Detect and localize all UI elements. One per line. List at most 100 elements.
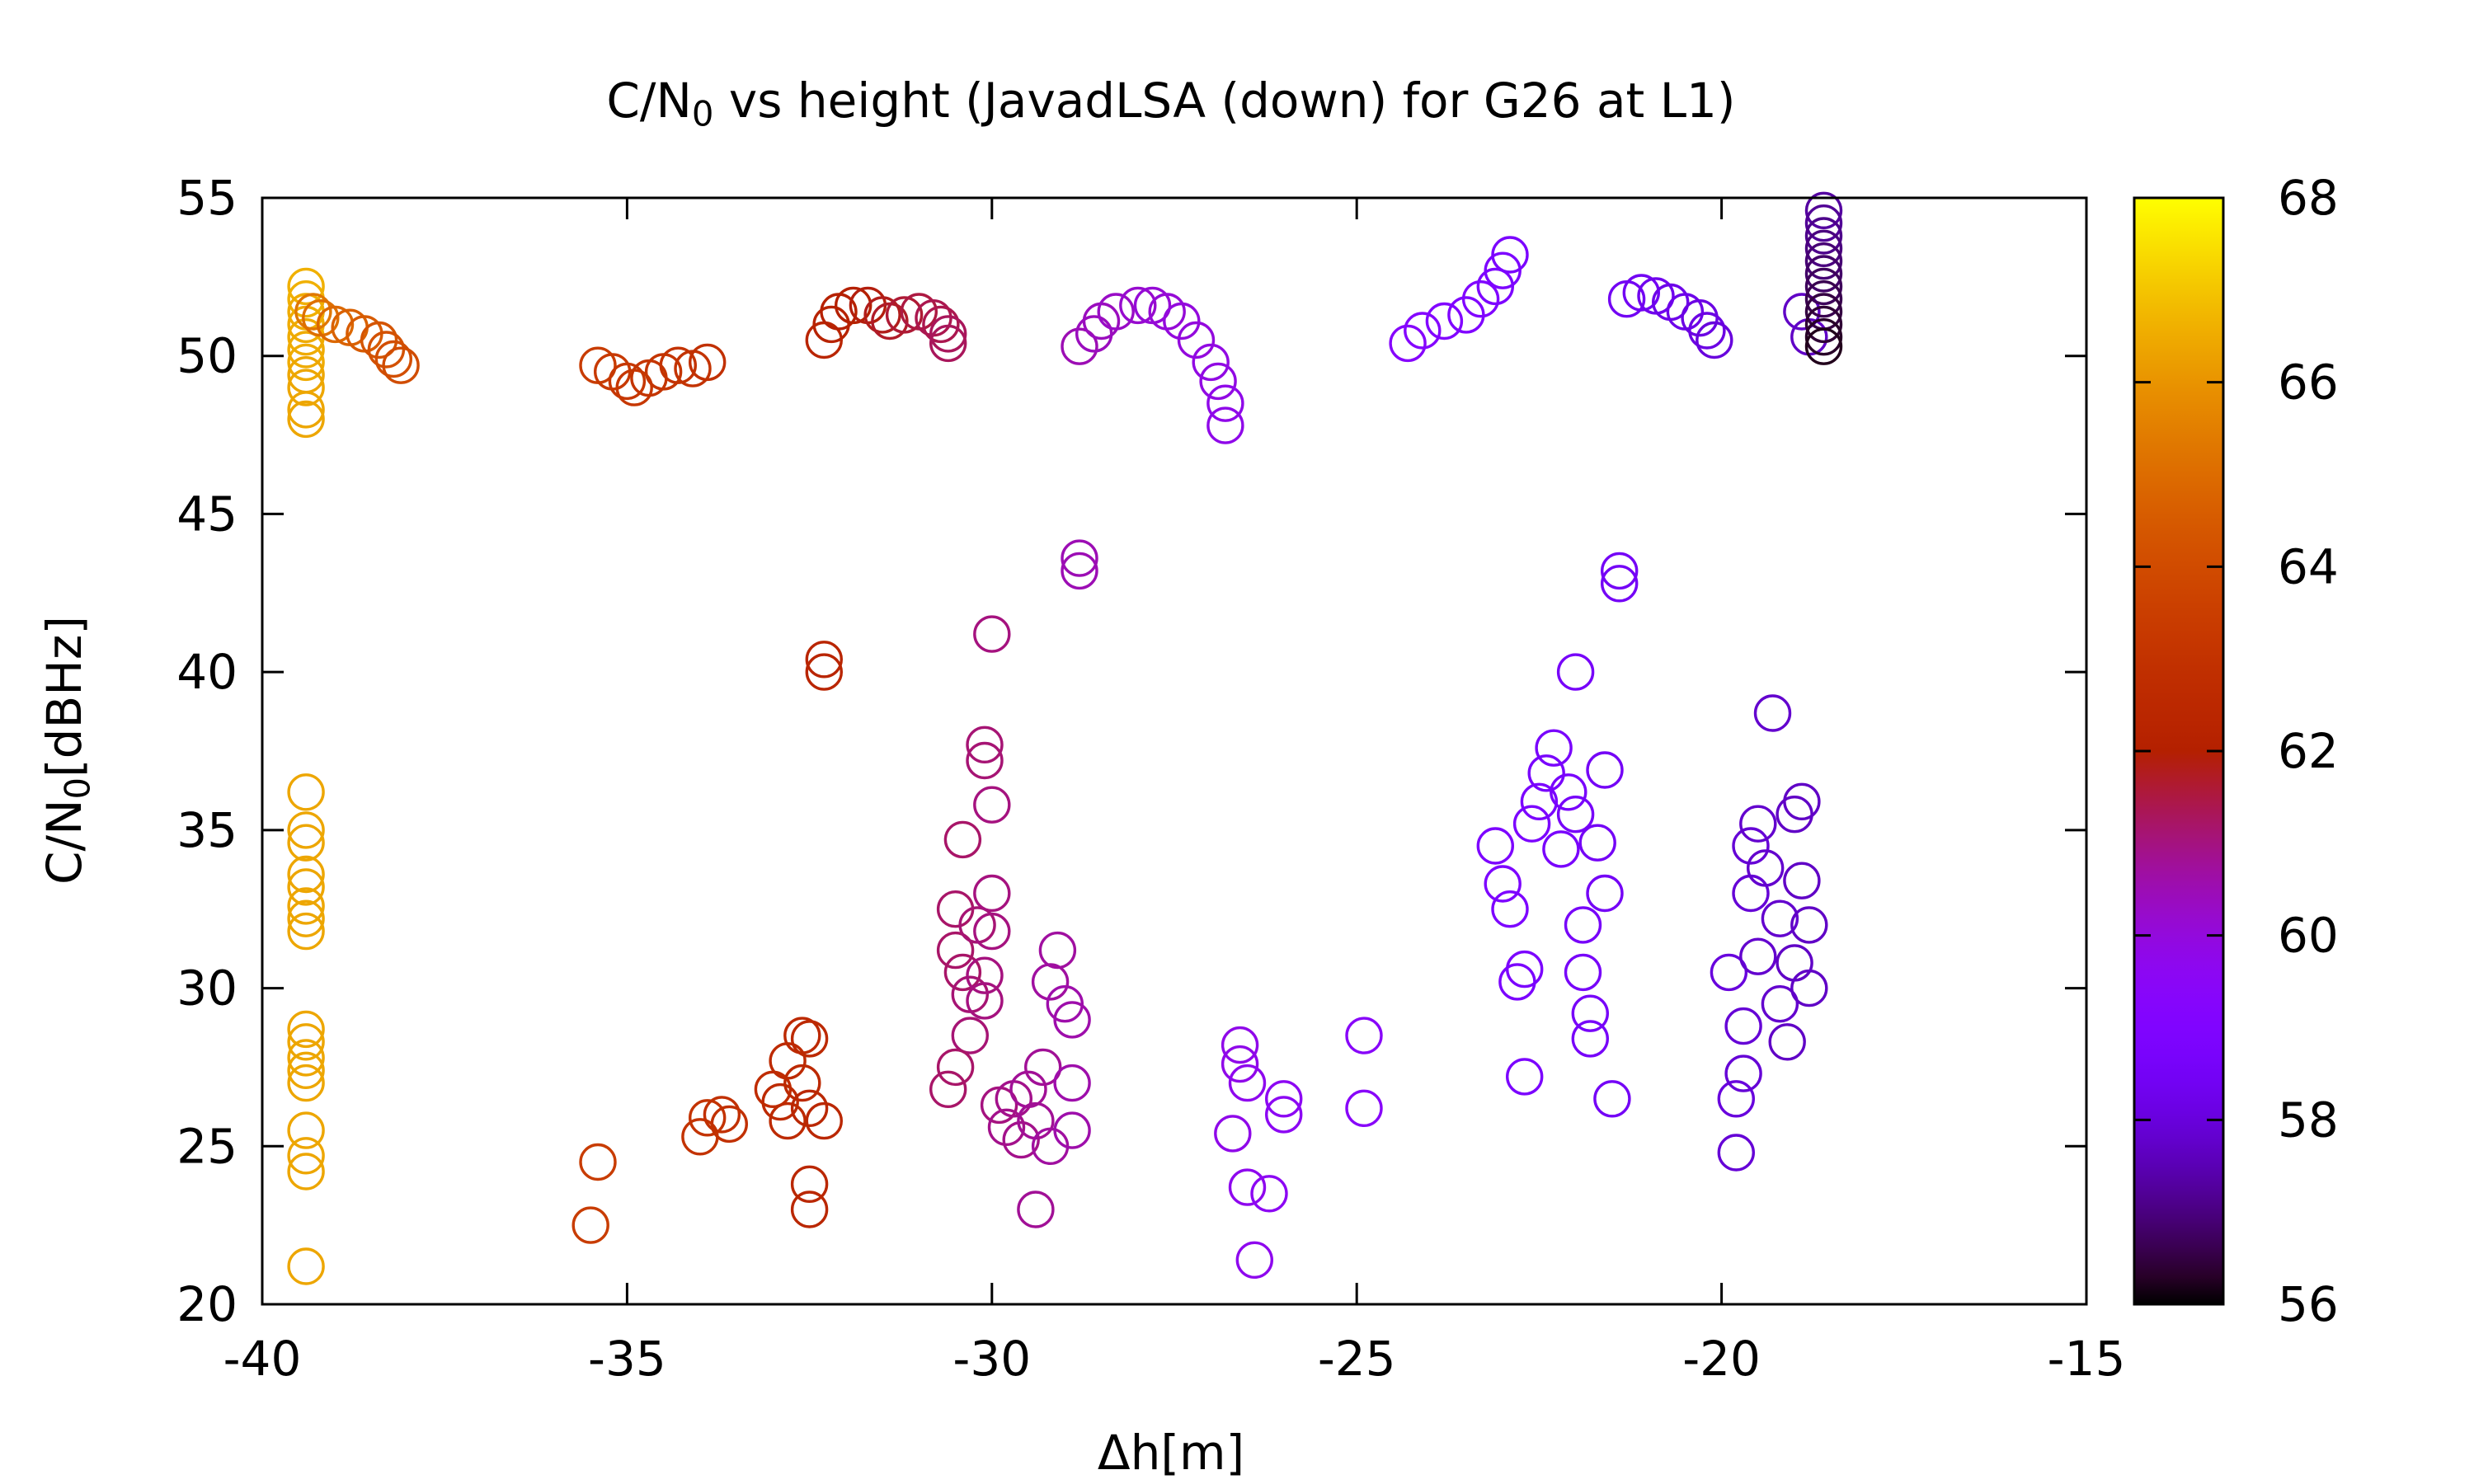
data-point	[1783, 782, 1821, 820]
data-point	[287, 855, 325, 894]
data-point	[790, 1089, 829, 1128]
data-point	[287, 331, 325, 369]
data-point	[287, 369, 325, 406]
data-point	[1761, 984, 1799, 1023]
data-point	[1586, 751, 1624, 789]
data-point	[1542, 830, 1580, 868]
colorbar-tick-label: 56	[2278, 1276, 2339, 1332]
data-point	[805, 641, 843, 679]
data-point	[1717, 1134, 1756, 1172]
data-point	[659, 346, 697, 384]
colorbar-tick-label: 68	[2278, 170, 2339, 226]
x-tick-label: -20	[1682, 1331, 1761, 1387]
data-point	[1264, 1080, 1303, 1118]
data-point	[287, 1039, 325, 1077]
data-point	[1017, 1190, 1055, 1228]
y-tick-label: 40	[176, 644, 238, 700]
x-tick-label: -25	[1318, 1331, 1396, 1387]
data-point	[1505, 950, 1544, 989]
data-point	[1600, 565, 1639, 603]
data-point	[1564, 906, 1602, 944]
data-point	[1710, 953, 1748, 992]
data-point	[1761, 899, 1799, 937]
data-point	[1075, 315, 1113, 353]
data-point	[936, 931, 975, 970]
data-point	[1250, 1175, 1288, 1213]
y-tick-label: 50	[176, 328, 238, 384]
data-point	[1053, 1064, 1091, 1102]
data-point	[1804, 267, 1843, 306]
data-point	[1804, 255, 1843, 293]
data-point	[1739, 805, 1777, 843]
data-point	[973, 874, 1011, 913]
data-point	[374, 340, 412, 378]
x-axis-label: Δh[m]	[1097, 1425, 1245, 1481]
data-point	[1505, 1058, 1544, 1096]
data-point	[929, 324, 967, 363]
data-point	[287, 343, 325, 382]
data-point	[1571, 1020, 1610, 1058]
data-point	[936, 1048, 975, 1087]
y-tick-label: 25	[176, 1118, 238, 1174]
y-tick-label: 45	[176, 486, 238, 542]
data-point	[790, 1165, 829, 1204]
data-point	[966, 741, 1004, 780]
data-point	[761, 1082, 799, 1121]
data-point	[1571, 994, 1610, 1032]
data-point	[943, 953, 982, 992]
data-point	[1564, 953, 1602, 992]
data-point	[1214, 1115, 1252, 1153]
data-point	[922, 305, 960, 344]
data-point	[1717, 1080, 1756, 1118]
data-point	[783, 1017, 821, 1054]
data-point	[1491, 890, 1529, 928]
data-point	[1221, 1026, 1259, 1064]
data-point	[1688, 312, 1726, 350]
data-point	[1535, 729, 1573, 767]
colorbar-tick-label: 60	[2278, 908, 2339, 964]
data-point	[1527, 754, 1565, 792]
data-point	[1520, 782, 1559, 820]
data-point	[973, 786, 1011, 824]
data-point	[1512, 805, 1551, 843]
data-point	[1732, 874, 1770, 913]
colorbar-tick-label: 62	[2278, 723, 2339, 779]
data-point	[287, 1137, 325, 1175]
data-point	[1163, 302, 1201, 340]
y-tick-label: 55	[176, 170, 238, 226]
data-point	[1790, 969, 1828, 1007]
data-point	[1002, 1120, 1040, 1159]
data-point	[1804, 318, 1843, 356]
data-point	[1586, 874, 1624, 913]
data-point	[1804, 217, 1843, 255]
x-tick-label: -40	[223, 1331, 302, 1387]
data-point	[287, 1111, 325, 1149]
data-point	[783, 1064, 821, 1102]
data-point	[1790, 906, 1828, 944]
data-point	[287, 868, 325, 906]
y-tick-label: 35	[176, 802, 238, 858]
data-point	[287, 1051, 325, 1090]
data-point	[689, 1099, 727, 1137]
data-point	[1783, 862, 1821, 899]
data-point	[1776, 796, 1813, 834]
data-point	[287, 391, 325, 429]
data-point	[951, 1017, 990, 1054]
data-point	[885, 296, 924, 334]
data-point	[1061, 552, 1098, 590]
data-point	[1228, 1064, 1267, 1102]
data-point	[1746, 849, 1785, 887]
y-tick-label: 30	[176, 960, 238, 1017]
data-point	[1199, 362, 1237, 401]
data-point	[1345, 1089, 1383, 1128]
data-point	[1578, 824, 1616, 862]
data-point	[287, 1153, 325, 1190]
data-point	[943, 820, 982, 859]
data-point	[1228, 1168, 1267, 1206]
data-point	[1177, 321, 1216, 359]
data-point	[1404, 312, 1442, 350]
data-point	[805, 653, 843, 691]
data-point	[966, 982, 1004, 1020]
colorbar-layer: 56 58 60 62 64 66 68	[2133, 170, 2339, 1332]
